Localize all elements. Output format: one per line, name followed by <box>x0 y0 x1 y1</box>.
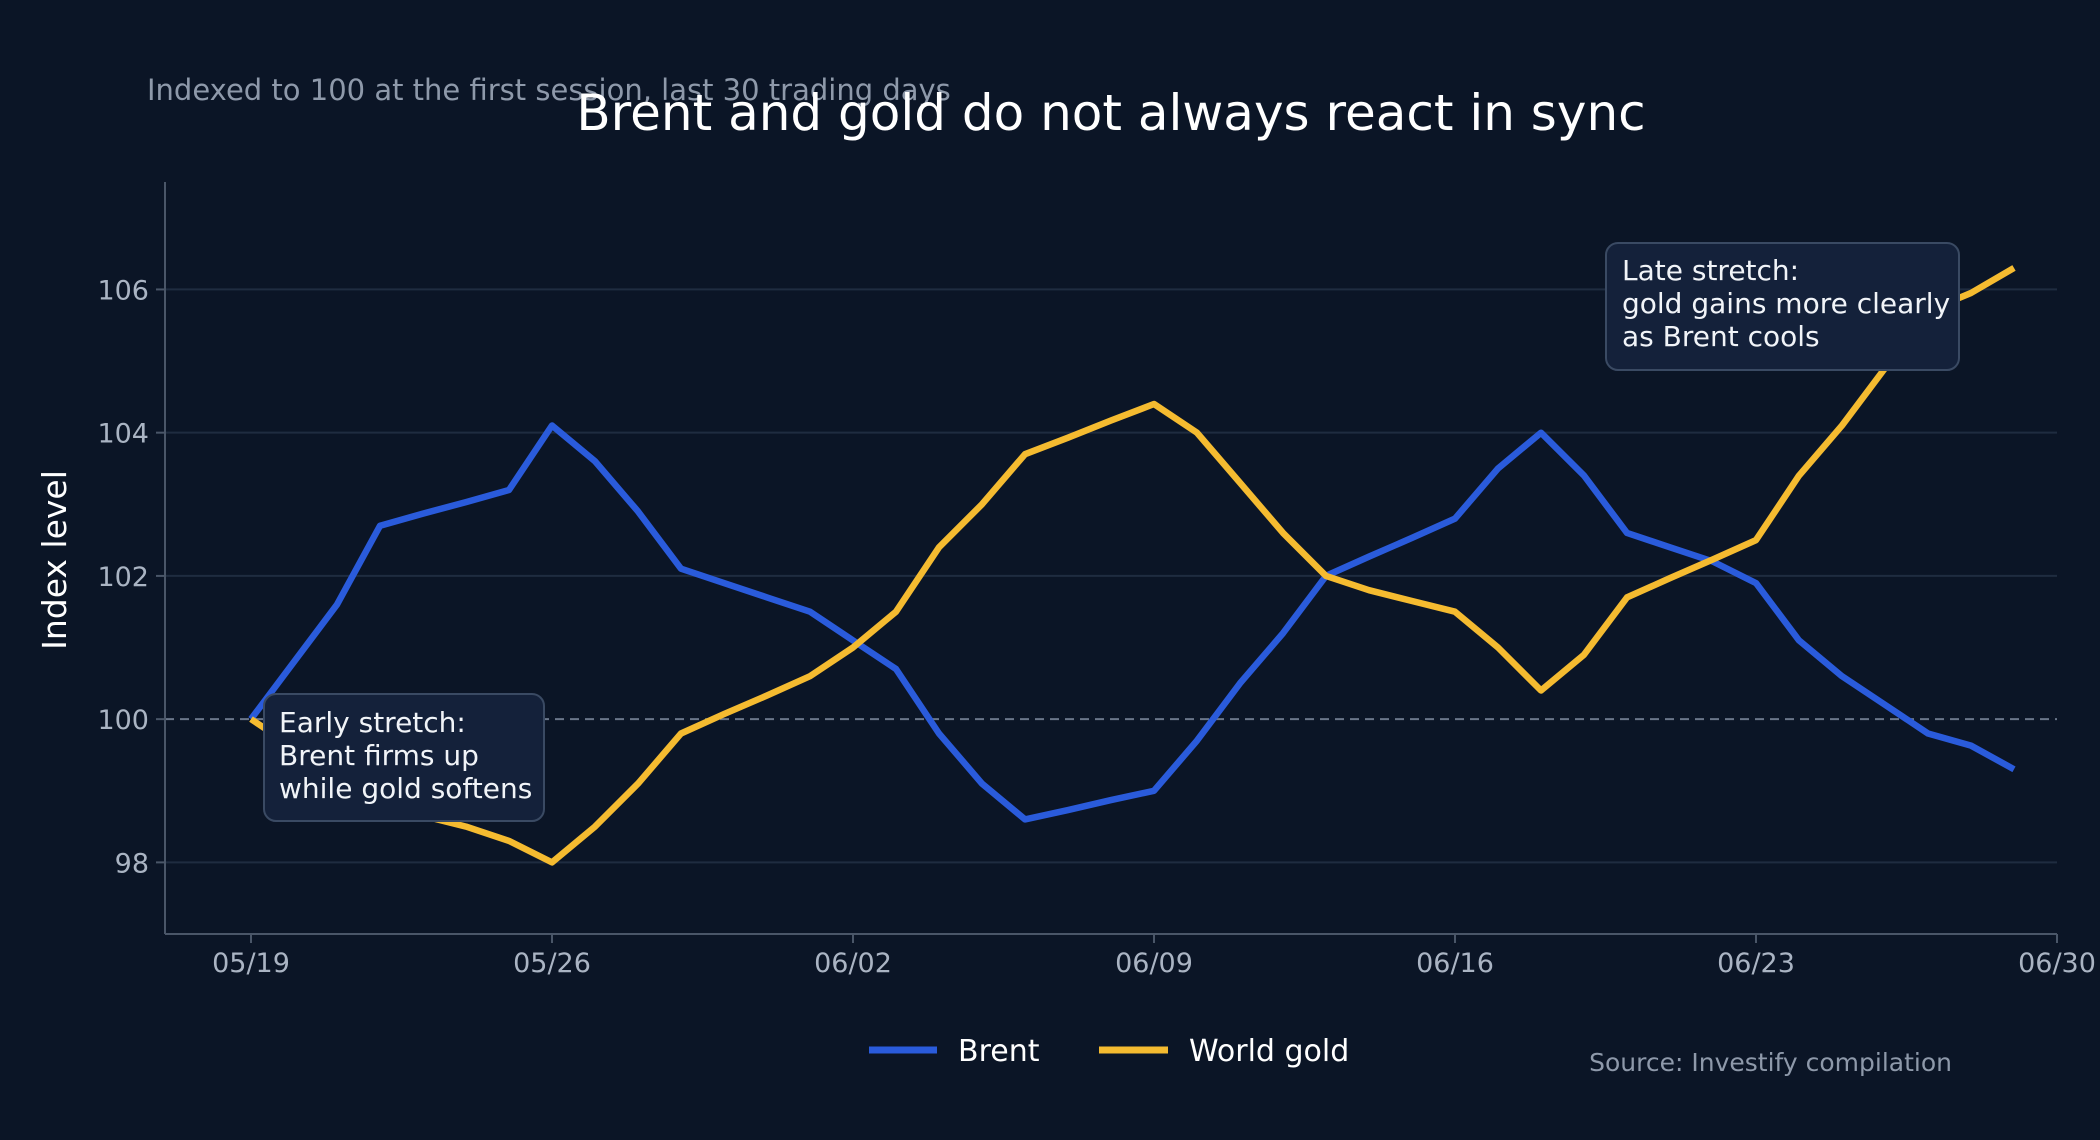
x-tick-label: 06/30 <box>2018 948 2096 979</box>
annotation-background <box>263 693 545 822</box>
series-line-brent <box>248 422 2016 823</box>
x-tick-label: 06/09 <box>1115 948 1193 979</box>
chart-subtitle: Indexed to 100 at the first session, las… <box>147 73 951 107</box>
legend-item-world-gold: World gold <box>1099 1034 1349 1069</box>
legend-label: Brent <box>958 1034 1040 1069</box>
annotation-text: Early stretch: <box>279 706 466 739</box>
series-line-world-gold <box>249 265 2016 866</box>
chart-title: Brent and gold do not always react in sy… <box>576 84 1645 142</box>
y-tick-label: 104 <box>97 419 149 450</box>
x-tick-label: 06/16 <box>1416 948 1494 979</box>
legend: Brent World gold <box>869 1034 1349 1069</box>
annotation-text: while gold softens <box>279 772 532 805</box>
annotation-background <box>1605 242 1960 371</box>
y-tick-label: 106 <box>97 275 149 306</box>
x-tick-label: 06/02 <box>814 948 892 979</box>
y-tick-label: 100 <box>97 705 149 736</box>
annotation-text: as Brent cools <box>1622 320 1820 353</box>
axes: 98 100 102 104 106 05/19 05/26 06/02 06/09 06/16 0… <box>97 182 2096 979</box>
annotation-text: Late stretch: <box>1622 254 1799 287</box>
x-tick-label: 05/26 <box>513 948 591 979</box>
legend-label: World gold <box>1189 1034 1349 1069</box>
series-lines <box>248 265 2016 866</box>
y-tick-label: 98 <box>115 848 149 879</box>
x-tick-label: 05/19 <box>212 948 290 979</box>
y-tick-label: 102 <box>97 562 149 593</box>
y-axis-label: Index level <box>35 470 74 650</box>
annotation-text: gold gains more clearly <box>1622 287 1950 320</box>
x-tick-label: 06/23 <box>1717 948 1795 979</box>
source-note: Source: Investify compilation <box>1589 1048 1952 1077</box>
legend-item-brent: Brent <box>869 1034 1040 1069</box>
annotation-text: Brent firms up <box>279 739 479 772</box>
